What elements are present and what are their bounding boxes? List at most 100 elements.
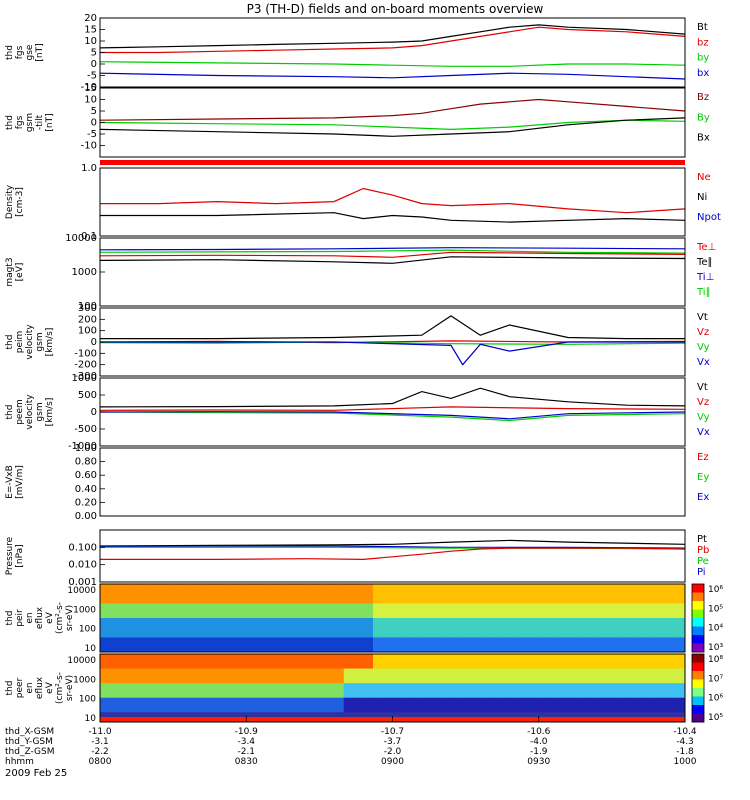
heatmap-cell xyxy=(217,608,228,614)
heatmap-cell xyxy=(568,608,579,614)
heatmap-cell xyxy=(568,637,579,643)
heatmap-cell xyxy=(568,712,579,718)
heatmap-cell xyxy=(334,663,345,670)
heatmap-cell xyxy=(139,632,150,638)
heatmap-cell xyxy=(558,663,569,670)
heatmap-cell xyxy=(295,618,306,624)
heatmap-cell xyxy=(655,632,666,638)
heatmap-cell xyxy=(451,622,462,629)
heatmap-cell xyxy=(363,663,374,670)
heatmap-cell xyxy=(421,692,432,699)
heatmap-cell xyxy=(587,632,598,638)
heatmap-cell xyxy=(451,637,462,643)
heatmap-cell xyxy=(353,622,364,629)
heatmap-cell xyxy=(616,707,627,713)
heatmap-cell xyxy=(431,632,442,638)
heatmap-cell xyxy=(568,702,579,708)
ytick-label: 10 xyxy=(85,644,97,654)
heatmap-cell xyxy=(646,678,657,684)
heatmap-cell xyxy=(577,688,588,694)
heatmap-cell xyxy=(431,707,442,713)
heatmap-cell xyxy=(226,593,237,600)
heatmap-cell xyxy=(529,603,540,609)
heatmap-cell xyxy=(353,688,364,694)
heatmap-cell xyxy=(168,618,179,624)
heatmap-cell xyxy=(236,668,247,674)
heatmap-cell xyxy=(636,697,647,704)
heatmap-cell xyxy=(129,642,140,648)
heatmap-cell xyxy=(324,692,335,699)
heatmap-cell xyxy=(139,654,150,660)
heatmap-cell xyxy=(529,598,540,604)
heatmap-cell xyxy=(626,673,637,679)
heatmap-cell xyxy=(187,658,198,665)
heatmap-cell xyxy=(499,603,510,609)
heatmap-cell xyxy=(207,697,218,704)
heatmap-cell xyxy=(275,678,286,684)
heatmap-cell xyxy=(538,683,549,689)
heatmap-cell xyxy=(509,654,520,660)
heatmap-cell xyxy=(558,654,569,660)
heatmap-cell xyxy=(665,678,676,684)
heatmap-cell xyxy=(343,668,354,674)
heatmap-cell xyxy=(207,673,218,679)
heatmap-cell xyxy=(314,608,325,614)
heatmap-cell xyxy=(626,683,637,689)
legend-entry: Te⊥ xyxy=(696,242,716,253)
panel-frame xyxy=(99,17,686,88)
panel-frame xyxy=(99,167,686,237)
heatmap-cell xyxy=(470,647,481,653)
heatmap-cell xyxy=(431,692,442,699)
heatmap-cell xyxy=(607,637,618,643)
heatmap-cell xyxy=(402,598,413,604)
heatmap-cell xyxy=(460,688,471,694)
heatmap-cell xyxy=(285,697,296,704)
panel-peim_velocity: -300-200-1000100200300thdpeimvelocitygsm… xyxy=(5,303,710,382)
heatmap-cell xyxy=(373,688,384,694)
ytick-label: 0 xyxy=(91,407,97,418)
heatmap-cell xyxy=(441,683,452,689)
heatmap-cell xyxy=(460,637,471,643)
colorbar-segment xyxy=(692,618,704,627)
heatmap-cell xyxy=(412,637,423,643)
heatmap-cell xyxy=(158,697,169,704)
heatmap-cell xyxy=(304,668,315,674)
heatmap-cell xyxy=(314,702,325,708)
heatmap-cell xyxy=(538,613,549,619)
heatmap-cell xyxy=(197,588,208,595)
heatmap-cell xyxy=(636,593,647,600)
legend-entry: Pb xyxy=(697,545,709,556)
heatmap-cell xyxy=(509,593,520,600)
heatmap-cell xyxy=(295,663,306,670)
heatmap-cell xyxy=(382,608,393,614)
heatmap-cell xyxy=(246,683,257,689)
heatmap-cell xyxy=(109,692,120,699)
heatmap-cell xyxy=(178,663,189,670)
heatmap-cell xyxy=(616,622,627,629)
heatmap-cell xyxy=(519,712,530,718)
panel-frame xyxy=(99,377,686,447)
series-line-pb xyxy=(100,547,686,561)
heatmap-cell xyxy=(285,642,296,648)
colorbar-label: 10⁷ xyxy=(708,674,723,684)
ytick-label: 0.010 xyxy=(68,560,97,571)
colorbar-segment xyxy=(692,654,704,663)
heatmap-cell xyxy=(499,683,510,689)
heatmap-cell xyxy=(178,593,189,600)
heatmap-cell xyxy=(236,702,247,708)
series-line-vz xyxy=(99,406,686,411)
heatmap-cell xyxy=(460,707,471,713)
heatmap-cell xyxy=(265,598,276,604)
heatmap-cell xyxy=(109,683,120,689)
heatmap-cell xyxy=(665,702,676,708)
ytick-label: 1000 xyxy=(72,373,97,384)
heatmap-cell xyxy=(665,697,676,704)
heatmap-cell xyxy=(451,707,462,713)
heatmap-cell xyxy=(655,712,666,718)
heatmap-cell xyxy=(431,673,442,679)
heatmap-cell xyxy=(187,584,198,590)
ytick-label: -300 xyxy=(74,371,97,382)
heatmap-cell xyxy=(100,683,111,689)
heatmap-cell xyxy=(460,647,471,653)
